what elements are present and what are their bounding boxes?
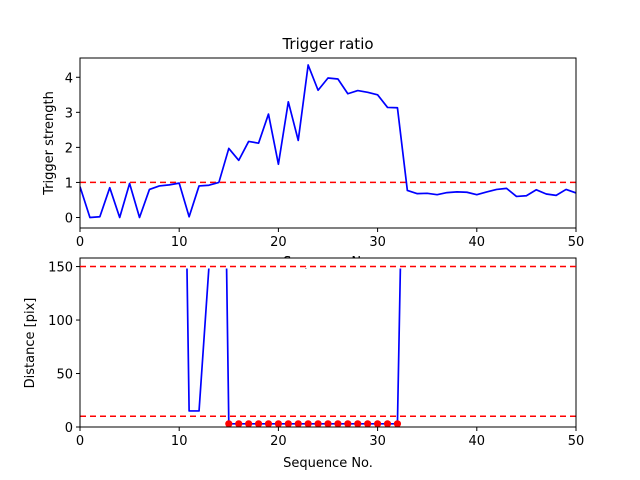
data-point-marker <box>274 420 282 427</box>
data-point-marker <box>354 420 362 427</box>
plot-area <box>80 58 576 228</box>
plot-area <box>80 258 576 427</box>
series-line <box>80 64 576 219</box>
chart-title: Trigger ratio <box>281 35 373 53</box>
data-point-marker <box>235 420 243 427</box>
lower-plot-overlay <box>80 258 576 269</box>
axes-frame <box>79 57 577 229</box>
axis-ticks: 0 10 20 30 40 50 0 1 2 3 4 <box>65 71 585 250</box>
data-point-marker <box>334 420 342 427</box>
x-tick-label: 20 <box>270 235 287 250</box>
x-axis-label: Sequence No. <box>283 456 373 471</box>
y-tick-label: 0 <box>65 421 73 436</box>
x-tick-label: 0 <box>76 434 84 449</box>
x-tick-label: 10 <box>171 235 188 250</box>
y-tick-label: 2 <box>65 141 73 156</box>
y-tick-label: 50 <box>56 368 73 383</box>
data-point-marker <box>364 420 372 427</box>
y-tick-label: 150 <box>48 261 73 276</box>
y-axis-label: Trigger strength <box>42 91 57 196</box>
data-point-marker <box>383 420 392 427</box>
x-tick-label: 0 <box>76 235 84 250</box>
data-point-marker <box>245 420 253 427</box>
data-point-marker <box>324 420 332 427</box>
x-tick-label: 40 <box>469 434 486 449</box>
x-tick-label: 20 <box>270 434 287 449</box>
axis-ticks: 0 10 20 30 40 50 0 50 100 150 <box>48 261 584 449</box>
data-point-marker <box>254 420 263 427</box>
x-tick-label: 50 <box>568 235 585 250</box>
x-tick-label: 30 <box>369 235 386 250</box>
x-tick-label: 10 <box>171 434 188 449</box>
y-tick-label: 3 <box>65 106 73 121</box>
data-point-marker <box>304 420 312 427</box>
plot-data <box>80 64 576 219</box>
x-tick-label: 40 <box>469 235 486 250</box>
y-tick-label: 4 <box>65 71 73 86</box>
data-point-marker <box>225 420 233 427</box>
data-point-marker <box>264 420 273 427</box>
y-tick-label: 100 <box>48 314 73 329</box>
data-point-marker <box>374 420 382 427</box>
x-tick-label: 50 <box>568 434 585 449</box>
data-point-marker <box>314 420 322 427</box>
data-point-marker <box>344 420 352 427</box>
y-tick-label: 1 <box>65 176 73 191</box>
y-tick-label: 0 <box>65 211 73 226</box>
distance-chart: 0 10 20 30 40 50 0 50 100 150 Sequence No. Distan… <box>23 257 584 471</box>
x-tick-label: 30 <box>369 434 386 449</box>
data-point-marker <box>294 420 302 427</box>
data-point-marker <box>284 420 292 427</box>
trigger-ratio-chart: 0 10 20 30 40 50 0 1 2 3 4 Trigger ratio Trigger s… <box>42 35 584 250</box>
y-axis-label: Distance [pix] <box>23 298 38 389</box>
data-point-marker <box>393 420 402 427</box>
